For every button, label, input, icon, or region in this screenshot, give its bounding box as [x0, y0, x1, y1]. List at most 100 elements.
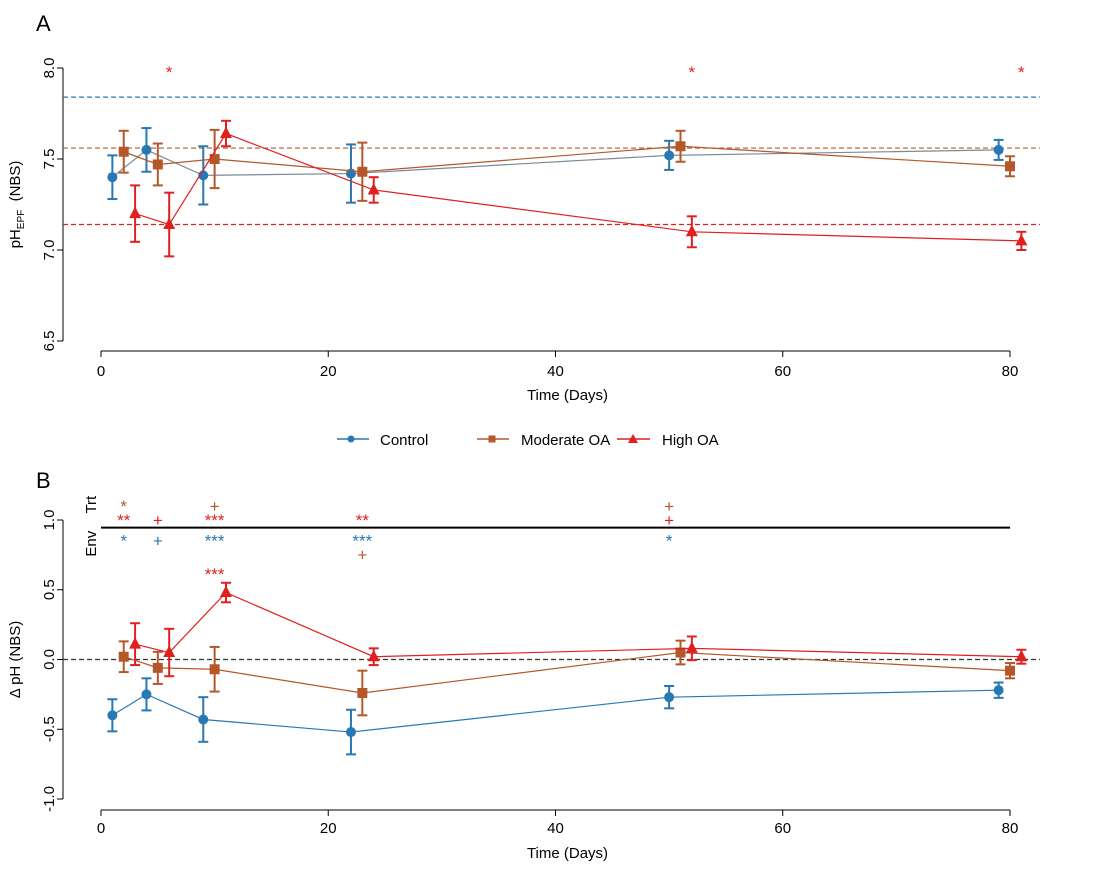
- panel-b-significance-mark-high: ***: [205, 565, 225, 584]
- legend-item-high: High OA: [617, 432, 719, 449]
- panel-a-series-line-control: [111, 149, 999, 178]
- panel-b-significance-mark-moderate: *: [120, 497, 127, 516]
- panel-b-data-point-control: [107, 710, 118, 721]
- legend-label-control: Control: [380, 432, 428, 449]
- panel-a-data-point-high: [1015, 233, 1028, 246]
- panel-a-data-point-high: [129, 206, 142, 219]
- panel-b-x-tick-label: 0: [97, 820, 105, 837]
- panel-a-chart: 6.5 7.0 7.5 8.0 0 20 40 60 80 Time (Days) pHEPF (N…: [7, 58, 1040, 404]
- panel-b-data-point-moderate: [1005, 665, 1015, 676]
- panel-b-y-tick-label: 0.0: [41, 649, 58, 670]
- panel-a-data-point-moderate: [1005, 161, 1015, 172]
- panel-b-series-line-high: [134, 591, 1022, 658]
- panel-b-significance-mark-high: +: [664, 511, 674, 530]
- panel-b-data-point-control: [664, 692, 675, 703]
- panel-a-y-tick-label: 7.5: [41, 149, 58, 170]
- panel-b-y-tick-label: -0.5: [41, 716, 58, 742]
- panel-b-data-point-high: [129, 637, 142, 649]
- panel-b-significance-mark-control: *: [666, 532, 673, 551]
- legend-label-high: High OA: [662, 432, 719, 449]
- panel-a-series-line-high: [134, 132, 1022, 242]
- panel-a-significance-mark-high: *: [166, 63, 173, 82]
- panel-a-data-point-control: [141, 144, 152, 155]
- legend-item-moderate: Moderate OA: [477, 432, 610, 449]
- panel-b-significance-mark-moderate: +: [357, 546, 367, 565]
- panel-b-data-point-control: [198, 714, 209, 725]
- panel-b-data-point-high: [367, 649, 380, 662]
- panel-a-x-tick-label: 40: [547, 363, 564, 380]
- legend-marker-moderate: [488, 435, 496, 443]
- panel-b-x-axis-title: Time (Days): [527, 845, 608, 862]
- panel-b-data-point-high: [685, 641, 698, 653]
- panel-a-data-point-control: [664, 150, 675, 161]
- panel-b-x-tick-label: 60: [774, 820, 791, 837]
- legend-marker-high: [628, 434, 638, 443]
- panel-b-series-line-control: [112, 689, 999, 733]
- panel-b-data-point-high: [1015, 649, 1028, 662]
- panel-a-data-point-control: [107, 172, 118, 183]
- panel-a-significance-mark-high: *: [1018, 63, 1025, 82]
- panel-b-data-point-moderate: [209, 664, 220, 675]
- panel-b-series-line-moderate: [123, 651, 1011, 694]
- panel-b-significance-mark-high: **: [117, 511, 131, 530]
- panel-a-data-point-moderate: [357, 166, 368, 177]
- panel-a-data-point-moderate: [152, 159, 163, 170]
- panel-a-x-tick-label: 0: [97, 363, 105, 380]
- panel-a-data-point-high: [367, 182, 380, 195]
- panel-b-significance-mark-moderate: +: [210, 497, 220, 516]
- panel-label-b: B: [36, 468, 51, 493]
- panel-b-data-point-moderate: [152, 662, 163, 673]
- panel-b-y-tick-label: 0.5: [41, 579, 58, 600]
- panel-b-row-label-trt: Trt: [83, 495, 100, 514]
- panel-b-data-point-control: [345, 727, 356, 738]
- panel-b-data-point-high: [163, 645, 176, 658]
- panel-b-significance-mark-control: +: [153, 532, 163, 551]
- panel-b-data-point-control: [993, 685, 1004, 696]
- y-axis-title-subscript: EPF: [16, 210, 27, 229]
- panel-b-y-axis-title: Δ pH (NBS): [7, 621, 24, 699]
- panel-a-significance-mark-high: *: [689, 63, 696, 82]
- legend: Control Moderate OA High OA: [337, 432, 719, 449]
- panel-b-significance-mark-high: ***: [205, 511, 225, 530]
- y-axis-title-units: (NBS): [7, 161, 24, 210]
- y-axis-title-main: pH: [7, 229, 24, 248]
- panel-a-y-tick-label: 6.5: [41, 331, 58, 352]
- panel-a-data-point-moderate: [118, 146, 129, 157]
- panel-b-data-point-high: [219, 585, 232, 598]
- panel-a-x-tick-label: 60: [774, 363, 791, 380]
- panel-b-x-tick-label: 20: [320, 820, 337, 837]
- panel-b-x-tick-label: 40: [547, 820, 564, 837]
- panel-b-chart: -1.0 -0.5 0.0 0.5 1.0 0 20 40 60 80 Time (Days) Δ p…: [7, 495, 1040, 862]
- panel-b-significance-mark-high: **: [356, 511, 370, 530]
- panel-a-x-tick-label: 20: [320, 363, 337, 380]
- panel-b-significance-mark-high: +: [153, 511, 163, 530]
- legend-item-control: Control: [337, 432, 428, 449]
- panel-a-data-point-high: [219, 126, 232, 139]
- panel-a-data-point-moderate: [675, 141, 686, 152]
- panel-b-data-point-moderate: [357, 687, 368, 698]
- panel-a-y-tick-label: 8.0: [41, 58, 58, 79]
- panel-b-row-label-env: Env: [83, 530, 100, 556]
- panel-b-data-point-control: [141, 689, 152, 700]
- panel-b-significance-mark-control: *: [120, 532, 127, 551]
- panel-a-x-tick-label: 80: [1002, 363, 1019, 380]
- panel-a-data-point-high: [163, 217, 176, 230]
- panel-b-data-point-moderate: [118, 651, 129, 662]
- panel-b-significance-mark-moderate: +: [664, 497, 674, 516]
- panel-b-data-point-moderate: [675, 647, 686, 658]
- panel-a-data-point-high: [685, 224, 698, 237]
- panel-b-significance-mark-control: ***: [205, 532, 225, 551]
- panel-a-data-point-moderate: [209, 154, 220, 164]
- panel-a-data-point-control: [993, 144, 1004, 155]
- panel-a-series-line-moderate: [123, 145, 1011, 173]
- panel-label-a: A: [36, 11, 51, 36]
- panel-b-x-tick-label: 80: [1002, 820, 1019, 837]
- panel-b-y-tick-label: -1.0: [41, 786, 58, 812]
- panel-a-y-tick-label: 7.0: [41, 240, 58, 261]
- panel-b-significance-mark-control: ***: [352, 532, 372, 551]
- legend-marker-control: [347, 435, 355, 443]
- panel-a-x-axis-title: Time (Days): [527, 387, 608, 404]
- panel-b-y-tick-label: 1.0: [41, 510, 58, 531]
- panel-a-y-axis-title: pHEPF (NBS): [7, 161, 27, 249]
